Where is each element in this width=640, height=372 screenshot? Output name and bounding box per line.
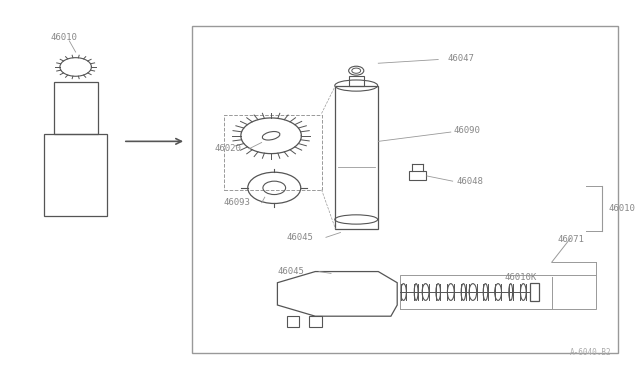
Text: 46048: 46048 <box>456 177 483 186</box>
Bar <box>44 134 107 216</box>
Bar <box>349 76 364 86</box>
Text: 46010: 46010 <box>51 33 77 42</box>
Text: 46090: 46090 <box>454 126 481 135</box>
Bar <box>408 171 426 180</box>
Bar <box>530 283 539 301</box>
Bar <box>335 86 378 229</box>
Text: 46071: 46071 <box>558 235 585 244</box>
Text: 46010: 46010 <box>609 204 636 213</box>
Text: 46020: 46020 <box>214 144 241 153</box>
Bar <box>401 275 596 309</box>
Bar <box>192 26 618 353</box>
Text: 46010K: 46010K <box>504 273 536 282</box>
Bar <box>287 316 300 327</box>
Bar <box>309 316 321 327</box>
Text: 46045: 46045 <box>287 233 314 242</box>
Text: 46047: 46047 <box>447 54 474 62</box>
Text: A-6040.B2: A-6040.B2 <box>570 348 612 357</box>
Text: 46045: 46045 <box>277 267 304 276</box>
Text: 46093: 46093 <box>224 198 251 207</box>
Bar <box>54 82 98 134</box>
Bar <box>224 115 321 190</box>
